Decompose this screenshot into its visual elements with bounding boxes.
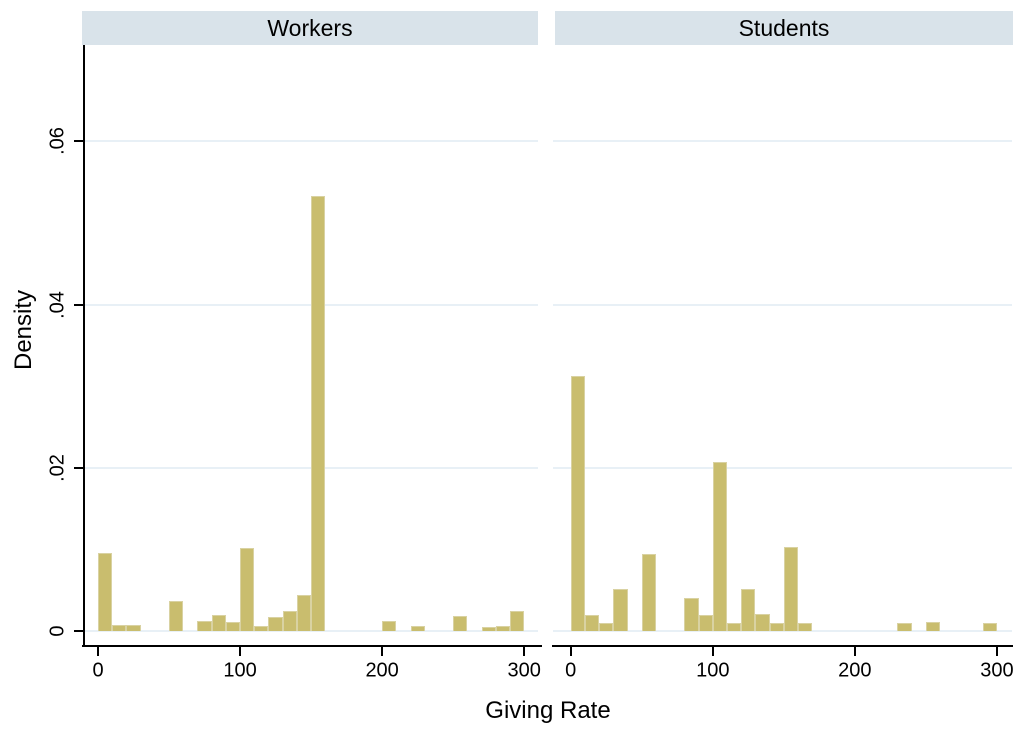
- panel-header-students: Students: [555, 11, 1013, 45]
- y-tick-mark: [74, 303, 84, 306]
- histogram-bar: [197, 621, 212, 631]
- x-tick-mark: [97, 647, 99, 656]
- gridline: [553, 303, 1012, 306]
- gridline: [553, 630, 1012, 632]
- x-tick-mark: [569, 647, 572, 656]
- y-tick-label: .04: [46, 290, 69, 319]
- histogram-bar: [599, 623, 614, 631]
- x-tick-mark: [853, 647, 856, 656]
- histogram-bar: [698, 615, 713, 631]
- x-tick-label: 100: [223, 659, 257, 682]
- x-tick-label: 0: [92, 659, 104, 682]
- y-tick-mark: [74, 140, 84, 143]
- x-tick-label: 0: [565, 659, 577, 682]
- x-tick-label: 200: [365, 659, 399, 682]
- histogram-bar: [169, 601, 184, 631]
- panel-header-workers: Workers: [82, 11, 538, 45]
- y-tick-mark: [74, 466, 84, 469]
- plot-area-students: [553, 45, 1012, 645]
- histogram-bar: [268, 617, 283, 631]
- histogram-bar: [481, 627, 496, 631]
- histogram-bar: [712, 462, 727, 631]
- x-axis-line-students: [552, 645, 1013, 647]
- histogram-bar: [510, 611, 525, 631]
- x-tick-mark: [711, 647, 714, 656]
- x-tick-label: 300: [507, 659, 541, 682]
- gridline: [84, 466, 538, 469]
- plot-area-workers: [84, 45, 538, 645]
- histogram-bar: [282, 611, 297, 631]
- y-axis-title: Density: [10, 289, 37, 371]
- x-tick-label: 200: [838, 659, 872, 682]
- y-axis-line: [83, 45, 85, 647]
- histogram-bar: [240, 548, 255, 631]
- x-tick-mark: [239, 647, 242, 656]
- histogram-bar: [98, 553, 113, 631]
- histogram-bar: [684, 598, 699, 631]
- x-tick-mark: [995, 647, 998, 656]
- histogram-bar: [382, 621, 397, 631]
- histogram-bar: [741, 589, 756, 631]
- histogram-bar: [769, 623, 784, 631]
- histogram-bar: [897, 623, 912, 631]
- y-tick-label: 0: [46, 625, 69, 637]
- gridline: [553, 140, 1012, 143]
- histogram-bar: [798, 623, 813, 631]
- histogram-bar: [453, 616, 468, 631]
- histogram-bar: [726, 623, 742, 631]
- panel-title-workers: Workers: [267, 14, 353, 41]
- x-axis-line-workers: [82, 645, 542, 647]
- histogram-bar: [755, 614, 770, 631]
- histogram-bar: [311, 196, 326, 631]
- histogram-bar: [112, 625, 127, 631]
- histogram-bar: [225, 622, 241, 631]
- y-tick-label: .06: [46, 127, 69, 156]
- histogram-bar: [296, 595, 312, 631]
- x-tick-label: 300: [980, 659, 1014, 682]
- gridline: [84, 303, 538, 306]
- histogram-bar: [982, 623, 997, 631]
- x-tick-mark: [381, 647, 384, 656]
- x-tick-label: 100: [696, 659, 730, 682]
- histogram-bar: [211, 615, 226, 631]
- histogram-bar: [570, 376, 585, 631]
- histogram-bar: [783, 547, 798, 631]
- histogram-bar: [254, 626, 269, 631]
- x-tick-mark: [523, 647, 526, 656]
- panel-title-students: Students: [738, 14, 830, 41]
- histogram-bar: [925, 622, 941, 631]
- histogram-bar: [126, 625, 141, 631]
- gridline: [553, 466, 1012, 469]
- y-tick-mark: [74, 630, 84, 632]
- histogram-bar: [495, 626, 510, 631]
- gridline: [84, 630, 538, 632]
- histogram-bar: [613, 589, 628, 631]
- histogram-bar: [584, 615, 600, 631]
- x-axis-title: Giving Rate: [485, 697, 611, 724]
- histogram-bar: [641, 554, 656, 631]
- y-tick-label: .02: [46, 453, 69, 482]
- histogram-bar: [410, 626, 425, 631]
- gridline: [84, 140, 538, 143]
